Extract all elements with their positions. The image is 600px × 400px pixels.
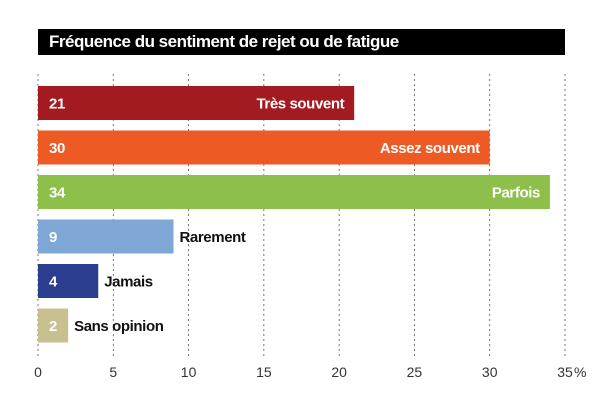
x-axis: 0 5 10 15 20 25 30 35% xyxy=(34,364,586,380)
x-tick-label: 25 xyxy=(407,364,423,380)
chart-title: Fréquence du sentiment de rejet ou de fa… xyxy=(49,32,399,51)
x-tick-label: 5 xyxy=(109,364,117,380)
bar-value-label: 21 xyxy=(49,96,65,113)
bar xyxy=(38,308,69,343)
bar xyxy=(38,219,174,254)
x-axis-unit-label: % xyxy=(574,364,586,380)
x-tick-label: 0 xyxy=(34,364,42,380)
x-tick-label: 15 xyxy=(256,364,272,380)
bar-value-label: 34 xyxy=(49,185,66,202)
x-tick-label: 35 xyxy=(557,364,573,380)
bar-value-label: 30 xyxy=(49,140,65,157)
bar-category-label: Très souvent xyxy=(256,96,344,113)
bar-category-label: Assez souvent xyxy=(380,140,480,157)
bar-category-label: Parfois xyxy=(492,185,540,202)
bar-category-label: Rarement xyxy=(180,229,246,246)
bar-value-label: 2 xyxy=(49,318,57,335)
x-tick-label: 30 xyxy=(482,364,498,380)
bar-category-label: Sans opinion xyxy=(74,318,164,335)
bar-value-label: 9 xyxy=(49,229,57,246)
bar xyxy=(38,86,355,120)
bar xyxy=(38,175,550,209)
bar xyxy=(38,130,490,165)
bars-group: 21 Très souvent 30 Assez souvent 34 Parfois 9 R… xyxy=(38,86,550,343)
bar-category-label: Jamais xyxy=(104,274,153,291)
chart-title-bar: Fréquence du sentiment de rejet ou de fa… xyxy=(38,29,565,55)
bar-value-label: 4 xyxy=(49,274,58,291)
x-tick-label: 20 xyxy=(331,364,347,380)
x-tick-label: 10 xyxy=(181,364,197,380)
bar xyxy=(38,264,99,298)
